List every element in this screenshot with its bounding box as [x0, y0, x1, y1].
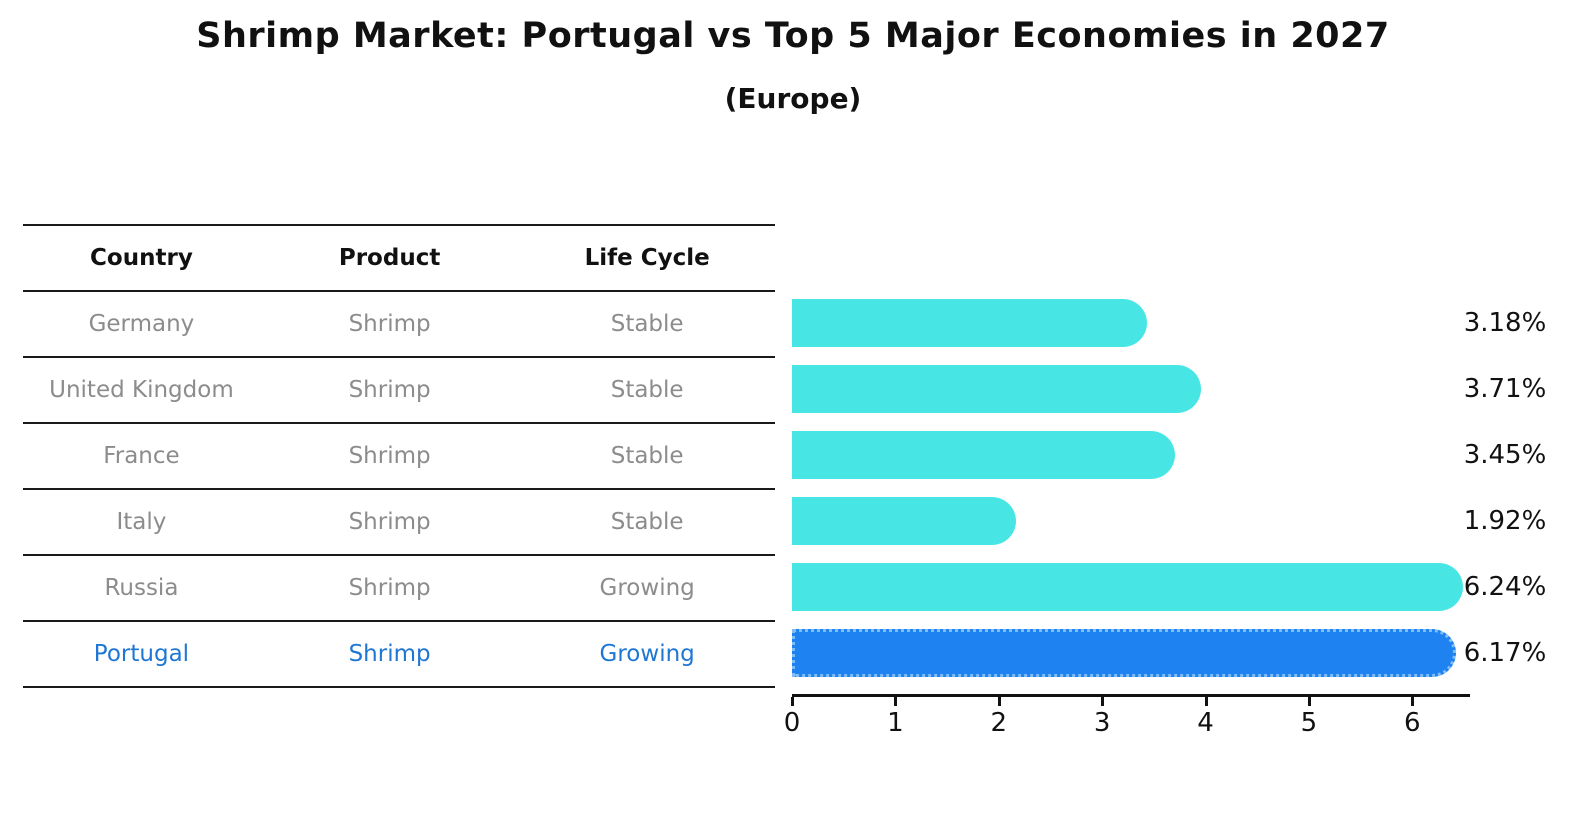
x-tick-label-5: 5	[1300, 708, 1318, 738]
cell-life-cycle-italy: Stable	[610, 509, 684, 535]
x-tick-6	[1411, 697, 1415, 706]
value-label-russia: 6.24%	[1463, 572, 1547, 602]
x-tick-label-1: 1	[887, 708, 904, 738]
bar-italy	[792, 497, 1016, 545]
bar-portugal	[792, 629, 1456, 677]
cell-country-france: France	[103, 443, 180, 469]
chart-title: Shrimp Market: Portugal vs Top 5 Major E…	[196, 16, 1390, 56]
x-tick-label-0: 0	[783, 708, 801, 738]
x-tick-4	[1204, 697, 1208, 706]
cell-product-italy: Shrimp	[348, 509, 431, 535]
cell-country-italy: Italy	[116, 509, 167, 535]
bar-united-kingdom	[792, 365, 1201, 413]
cell-country-germany: Germany	[88, 311, 195, 337]
cell-product-germany: Shrimp	[348, 311, 431, 337]
table-row-portugal: Portugal Shrimp Growing	[23, 622, 775, 688]
value-label-italy: 1.92%	[1463, 506, 1547, 536]
table-header-row: Country Product Life Cycle	[23, 224, 775, 292]
table-row-germany: Germany Shrimp Stable	[23, 292, 775, 358]
cell-life-cycle-united-kingdom: Stable	[610, 377, 684, 403]
cell-life-cycle-france: Stable	[610, 443, 684, 469]
bar-russia	[792, 563, 1463, 611]
x-tick-label-6: 6	[1404, 708, 1421, 738]
bar-germany	[792, 299, 1147, 347]
x-tick-label-2: 2	[990, 708, 1008, 738]
cell-life-cycle-germany: Stable	[610, 311, 684, 337]
table-row-france: France Shrimp Stable	[23, 424, 775, 490]
table-body: Germany Shrimp Stable United Kingdom Shrimp S…	[23, 292, 775, 688]
column-header-product: Product	[338, 245, 441, 271]
x-axis-line	[792, 694, 1470, 697]
x-tick-1	[894, 697, 898, 706]
bar-plot-area: 3.18% 3.71% 3.45% 1.92% 6.24% 6.17%	[792, 290, 1552, 686]
cell-life-cycle-portugal: Growing	[599, 641, 695, 667]
cell-country-united-kingdom: United Kingdom	[49, 377, 234, 403]
cell-product-france: Shrimp	[348, 443, 431, 469]
value-label-germany: 3.18%	[1463, 308, 1547, 338]
cell-life-cycle-russia: Growing	[599, 575, 695, 601]
column-header-life-cycle: Life Cycle	[584, 245, 710, 271]
cell-product-united-kingdom: Shrimp	[348, 377, 431, 403]
chart-subtitle: (Europe)	[724, 82, 862, 115]
value-label-portugal: 6.17%	[1463, 638, 1547, 668]
table-row-italy: Italy Shrimp Stable	[23, 490, 775, 556]
value-label-france: 3.45%	[1463, 440, 1547, 470]
x-tick-2	[997, 697, 1001, 706]
cell-country-russia: Russia	[104, 575, 179, 601]
cell-product-russia: Shrimp	[348, 575, 431, 601]
x-tick-3	[1101, 697, 1105, 706]
cell-country-portugal: Portugal	[93, 641, 190, 667]
x-tick-label-4: 4	[1197, 708, 1214, 738]
x-tick-0	[791, 697, 794, 706]
table-row-united-kingdom: United Kingdom Shrimp Stable	[23, 358, 775, 424]
x-tick-label-3: 3	[1093, 708, 1111, 738]
bar-france	[792, 431, 1175, 479]
column-header-country: Country	[90, 245, 193, 271]
value-label-united-kingdom: 3.71%	[1463, 374, 1547, 404]
data-table: Country Product Life Cycle Germany Shrimp…	[23, 224, 775, 688]
x-tick-5	[1307, 697, 1311, 706]
cell-product-portugal: Shrimp	[348, 641, 431, 667]
table-row-russia: Russia Shrimp Growing	[23, 556, 775, 622]
